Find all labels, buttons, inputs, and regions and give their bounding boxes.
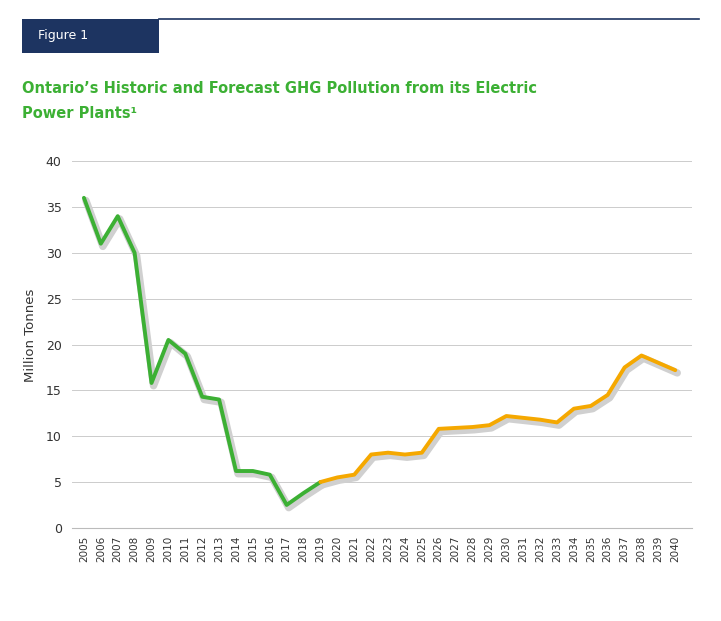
Y-axis label: Million Tonnes: Million Tonnes [25, 289, 37, 382]
Text: Power Plants¹: Power Plants¹ [22, 106, 137, 121]
Text: Figure 1: Figure 1 [38, 29, 88, 42]
Text: Ontario’s Historic and Forecast GHG Pollution from its Electric: Ontario’s Historic and Forecast GHG Poll… [22, 81, 536, 96]
